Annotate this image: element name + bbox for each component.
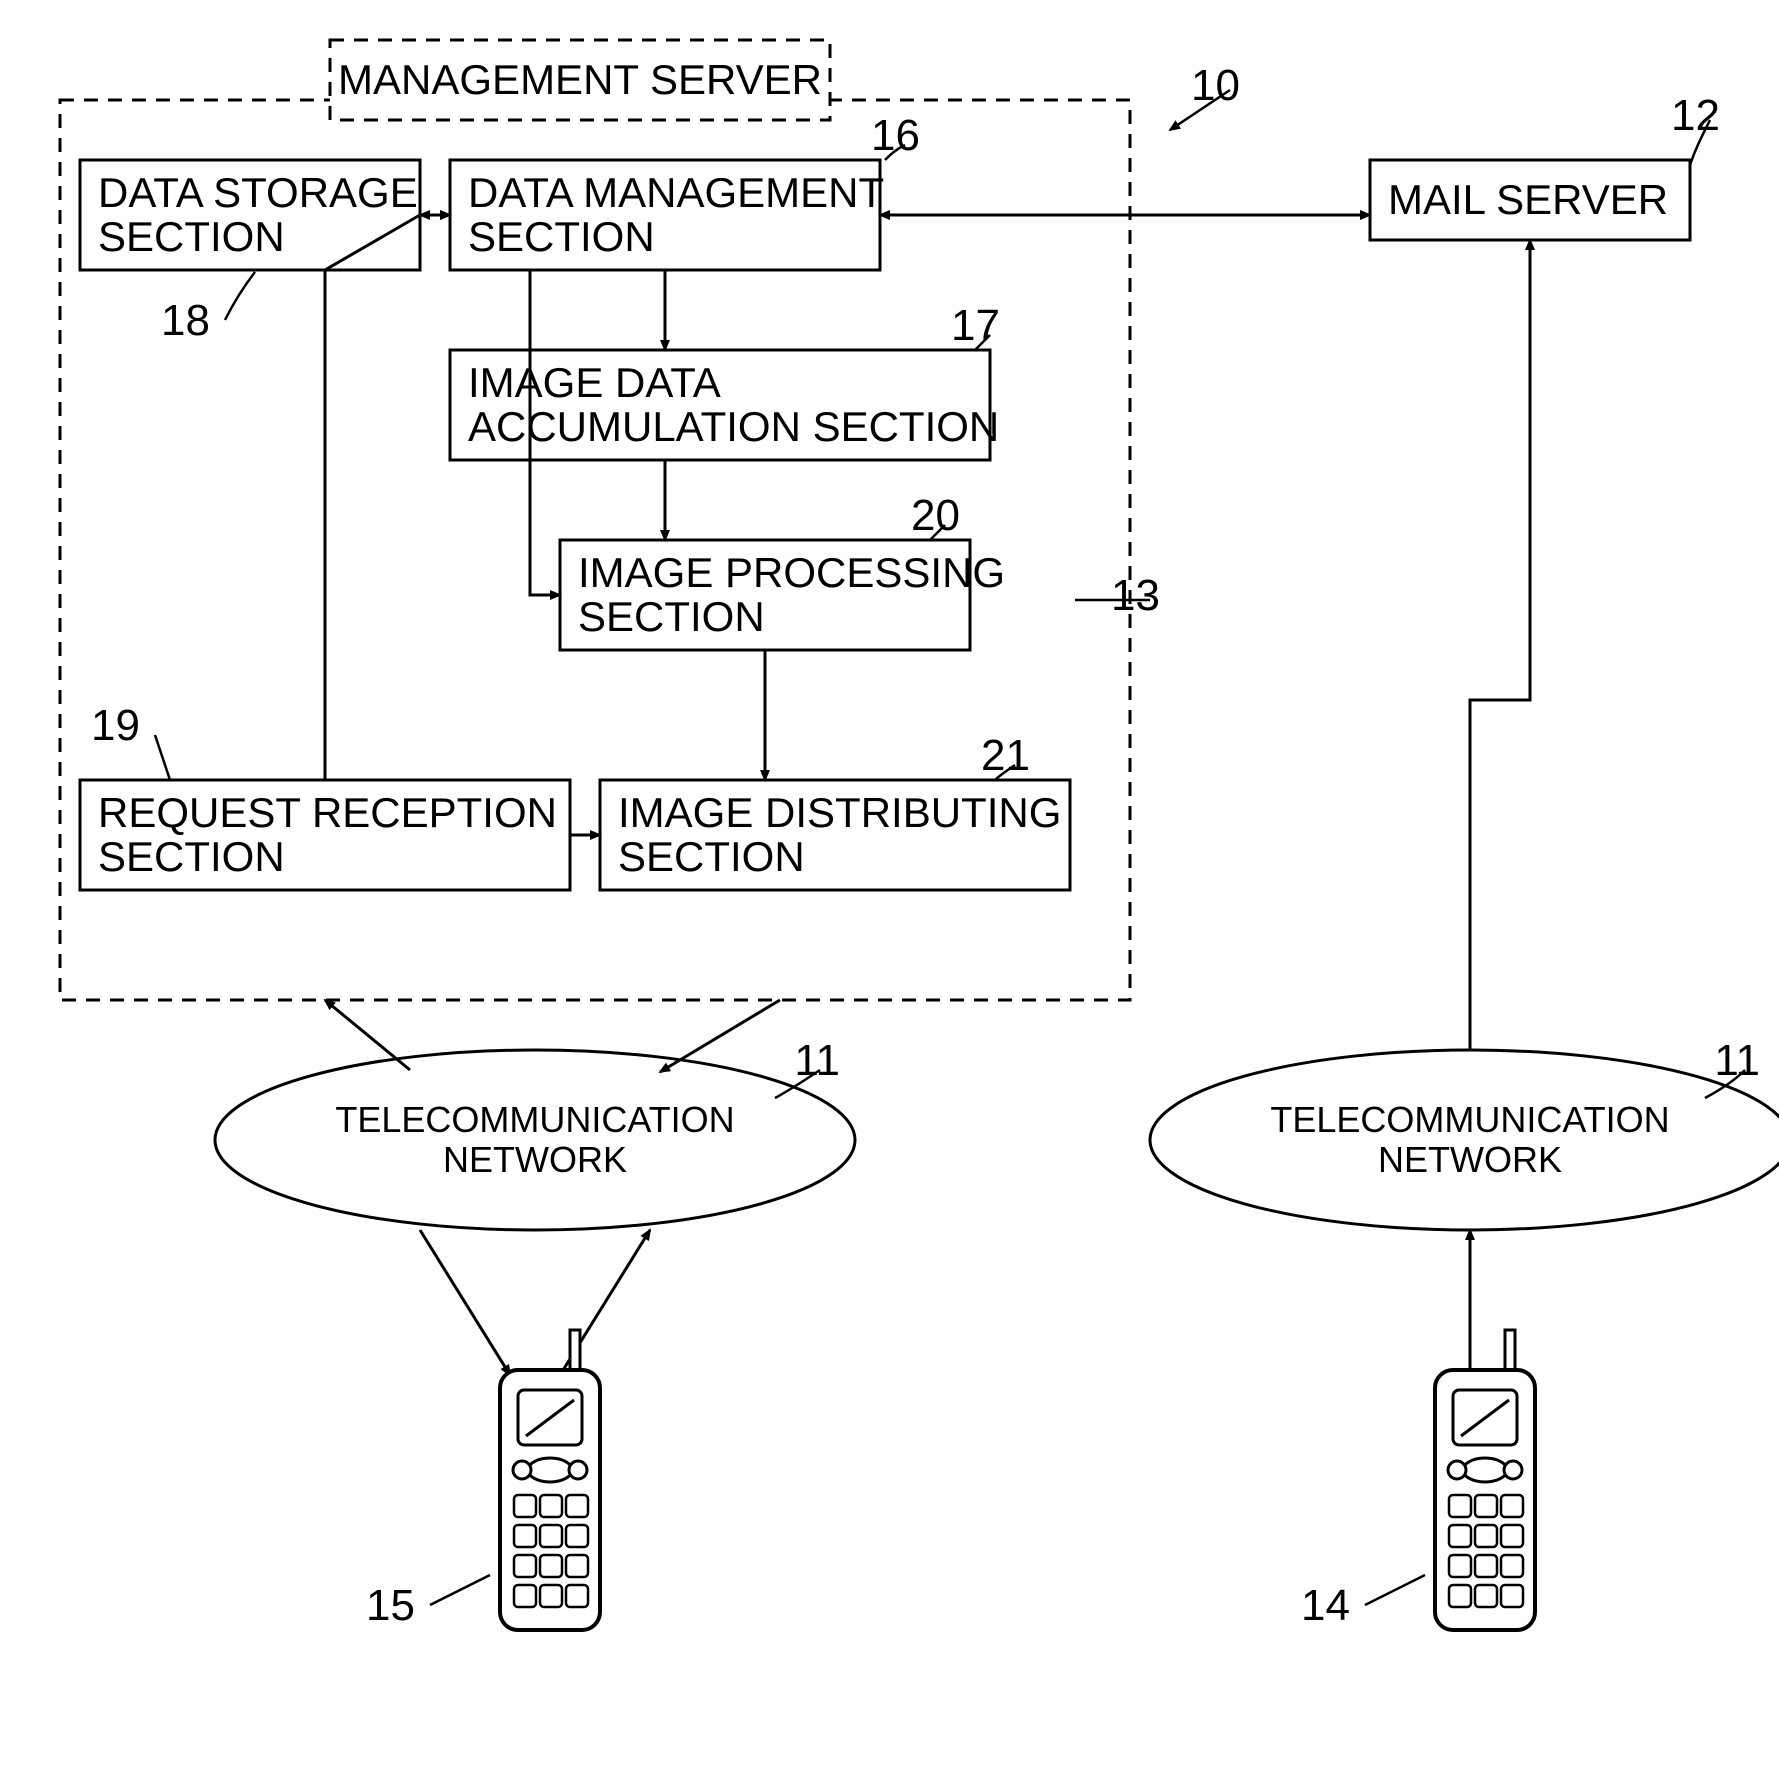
ref-14: 14 bbox=[1301, 1581, 1350, 1630]
telecom_left-label: TELECOMMUNICATION bbox=[335, 1099, 734, 1140]
ref-16: 16 bbox=[871, 111, 920, 160]
ref-12: 12 bbox=[1671, 91, 1720, 140]
ref-18: 18 bbox=[161, 296, 210, 345]
request_reception-label: SECTION bbox=[98, 833, 285, 880]
request_reception-label: REQUEST RECEPTION bbox=[98, 789, 557, 836]
ref-10: 10 bbox=[1191, 61, 1240, 110]
ref-13: 13 bbox=[1111, 571, 1160, 620]
leader-3 bbox=[225, 272, 255, 320]
data_storage-label: DATA STORAGE bbox=[98, 169, 418, 216]
data_storage-label: SECTION bbox=[98, 213, 285, 260]
ref-17: 17 bbox=[951, 301, 1000, 350]
image_accum-label: ACCUMULATION SECTION bbox=[468, 403, 999, 450]
data_management-label: DATA MANAGEMENT bbox=[468, 169, 884, 216]
management-server-title: MANAGEMENT SERVER bbox=[338, 56, 822, 103]
leader-12 bbox=[1365, 1575, 1425, 1605]
arrow-8 bbox=[325, 1000, 410, 1070]
right-phone-icon bbox=[1435, 1330, 1535, 1630]
arrow-6 bbox=[325, 215, 450, 780]
data_management-label: SECTION bbox=[468, 213, 655, 260]
ref-11: 11 bbox=[1714, 1036, 1760, 1085]
arrow-10 bbox=[420, 1230, 510, 1375]
leader-7 bbox=[155, 735, 170, 780]
telecom_right-label: TELECOMMUNICATION bbox=[1270, 1099, 1669, 1140]
image_processing-label: SECTION bbox=[578, 593, 765, 640]
ref-15: 15 bbox=[366, 1581, 415, 1630]
ref-11: 11 bbox=[794, 1036, 840, 1085]
image_processing-label: IMAGE PROCESSING bbox=[578, 549, 1005, 596]
ref-21: 21 bbox=[981, 731, 1030, 780]
mail_server-label: MAIL SERVER bbox=[1388, 176, 1668, 223]
leader-11 bbox=[430, 1575, 490, 1605]
telecom_left-label: NETWORK bbox=[443, 1139, 627, 1180]
image_accum-label: IMAGE DATA bbox=[468, 359, 721, 406]
ref-20: 20 bbox=[911, 491, 960, 540]
arrow-9 bbox=[660, 1000, 780, 1072]
arrow-12 bbox=[1470, 240, 1530, 1050]
image_distributing-label: IMAGE DISTRIBUTING bbox=[618, 789, 1061, 836]
telecom_right-label: NETWORK bbox=[1378, 1139, 1562, 1180]
left-phone-icon bbox=[500, 1330, 600, 1630]
image_distributing-label: SECTION bbox=[618, 833, 805, 880]
ref-19: 19 bbox=[91, 701, 140, 750]
